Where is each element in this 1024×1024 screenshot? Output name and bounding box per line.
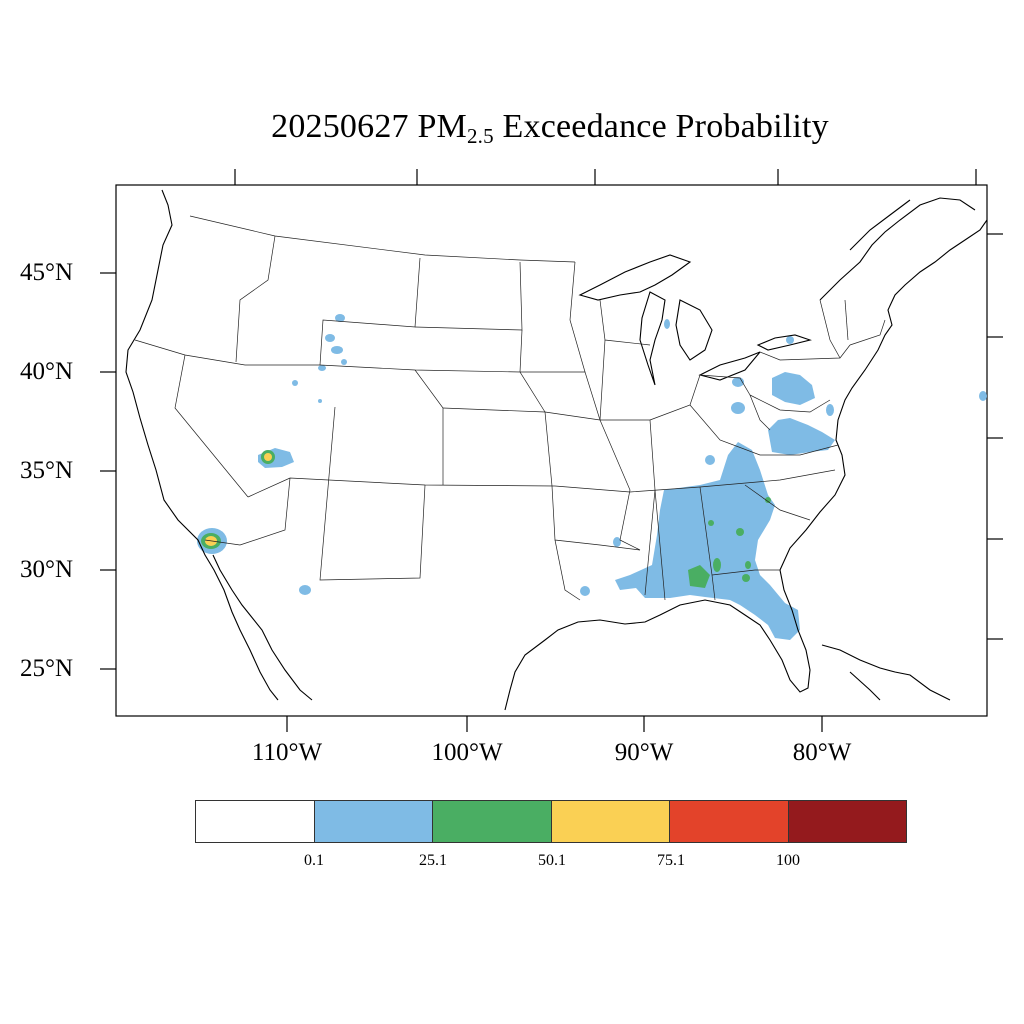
state-borders [134, 215, 886, 601]
legend-swatch-5 [788, 801, 906, 842]
legend-swatch-2 [433, 801, 552, 842]
lon-label-100: 100°W [431, 739, 503, 766]
mid-atlantic-plume [768, 418, 835, 455]
lon-label-110: 110°W [251, 739, 323, 766]
atlantic-patch [979, 391, 987, 401]
ohio-patch-2 [731, 402, 745, 414]
legend-tick-2: 50.1 [538, 852, 566, 869]
lat-label-40: 40°N [20, 358, 74, 385]
lat-label-30: 30°N [20, 556, 74, 583]
legend-tick-3: 75.1 [657, 852, 685, 869]
title-text: Exceedance Probability [502, 108, 829, 145]
legend-swatch-4 [670, 801, 789, 842]
map-frame [115, 184, 988, 717]
lon-label-80: 80°W [792, 739, 852, 766]
coastlines [125, 189, 988, 711]
pennsylvania-patch [772, 372, 815, 405]
title-pm: PM [417, 108, 467, 145]
legend-swatch-1 [314, 801, 433, 842]
michigan-patch [664, 319, 670, 329]
axis-ticks [100, 169, 1003, 732]
maryland-patch [826, 404, 834, 416]
alabama-georgia-hotspots [688, 497, 771, 588]
color-legend [195, 800, 907, 843]
wyoming-patches [292, 314, 347, 403]
legend-swatch-0 [196, 801, 315, 842]
lat-label-45: 45°N [20, 259, 74, 286]
legend-tick-0: 0.1 [304, 852, 324, 869]
southern-utah-fire [258, 448, 294, 468]
tennessee-patch [705, 455, 715, 465]
arkansas-patch [613, 537, 621, 547]
lat-label-25: 25°N [20, 655, 74, 682]
chart-title: 20250627 PM2.5 Exceedance Probability [0, 108, 1024, 149]
lat-label-35: 35°N [20, 457, 74, 484]
arizona-patch [299, 585, 311, 595]
legend-swatch-3 [551, 801, 670, 842]
new-york-patch [786, 336, 794, 344]
title-date: 20250627 [271, 108, 409, 145]
louisiana-patch [580, 586, 590, 596]
lon-label-90: 90°W [614, 739, 674, 766]
legend-tick-4: 100 [776, 852, 800, 869]
title-pm-subscript: 2.5 [466, 124, 494, 148]
legend-tick-1: 25.1 [419, 852, 447, 869]
